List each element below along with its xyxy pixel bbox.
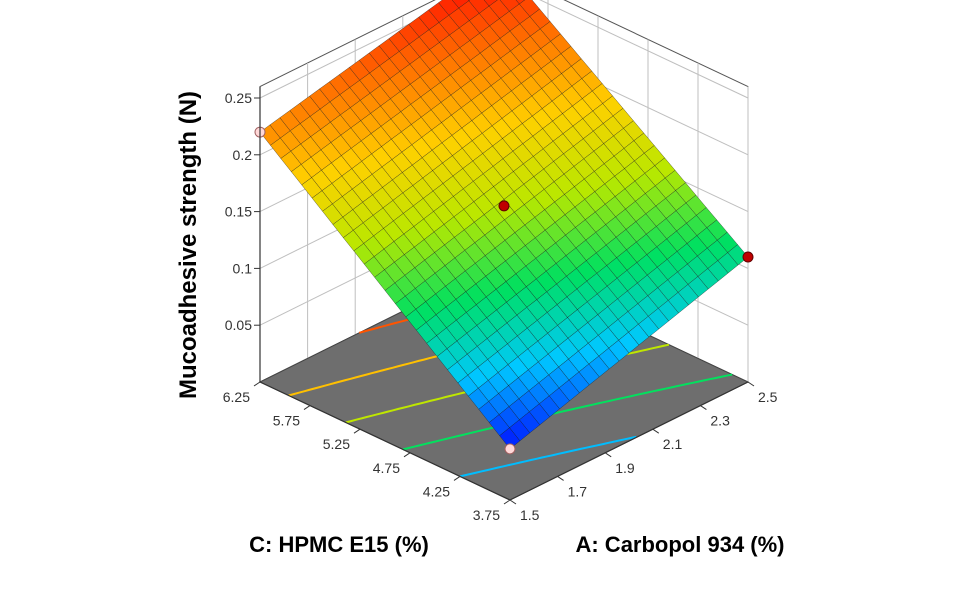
c-tick-label: 3.75 [473, 507, 500, 523]
contour-line [402, 373, 733, 451]
a-tick-mark [747, 381, 755, 387]
a-tick-mark [557, 475, 564, 481]
a-tick-label: 1.7 [568, 483, 588, 499]
wall-gridline-z [259, 0, 749, 99]
a-tick-mark [604, 452, 612, 458]
c-tick-mark [503, 499, 511, 505]
a-tick-label: 2.3 [710, 413, 730, 429]
c-tick-mark [253, 381, 261, 387]
contour-line [459, 435, 637, 478]
c-tick-mark [303, 405, 311, 411]
c-axis-title: C: HPMC E15 (%) [249, 532, 429, 557]
response-surface [259, 0, 749, 450]
z-tick-label: 0.2 [233, 147, 253, 163]
a-axis-title: A: Carbopol 934 (%) [575, 532, 784, 557]
c-tick-label: 6.25 [223, 389, 250, 405]
a-tick-mark [652, 428, 660, 434]
z-axis-title: Mucoadhesive strength (N) [175, 91, 202, 399]
design-point [498, 200, 510, 212]
a-tick-mark [700, 405, 707, 411]
a-tick-mark [509, 499, 517, 505]
z-tick-label: 0.05 [225, 317, 252, 333]
c-tick-mark [353, 428, 361, 434]
a-tick-label: 1.5 [520, 507, 540, 523]
a-tick-label: 1.9 [615, 460, 635, 476]
z-tick-label: 0.1 [233, 260, 253, 276]
surface-cell [499, 427, 521, 450]
design-point [742, 251, 754, 263]
c-tick-label: 5.75 [273, 413, 300, 429]
c-axis-line [259, 381, 511, 501]
c-tick-mark [453, 475, 461, 481]
z-tick-label: 0.15 [225, 204, 252, 220]
a-axis-line [509, 381, 749, 501]
c-tick-label: 4.25 [423, 483, 450, 499]
c-tick-mark [403, 452, 411, 458]
a-tick-label: 2.5 [758, 389, 778, 405]
a-tick-label: 2.1 [663, 436, 683, 452]
design-point [504, 443, 516, 455]
axes: 0.05 0.1 0.15 0.2 0.25 3.75 4.25 4.75 5.25 5.75 6.… [223, 86, 778, 523]
surface-cell [515, 0, 526, 5]
c-tick-label: 4.75 [373, 460, 400, 476]
c-tick-label: 5.25 [323, 436, 350, 452]
z-tick-label: 0.25 [225, 90, 252, 106]
